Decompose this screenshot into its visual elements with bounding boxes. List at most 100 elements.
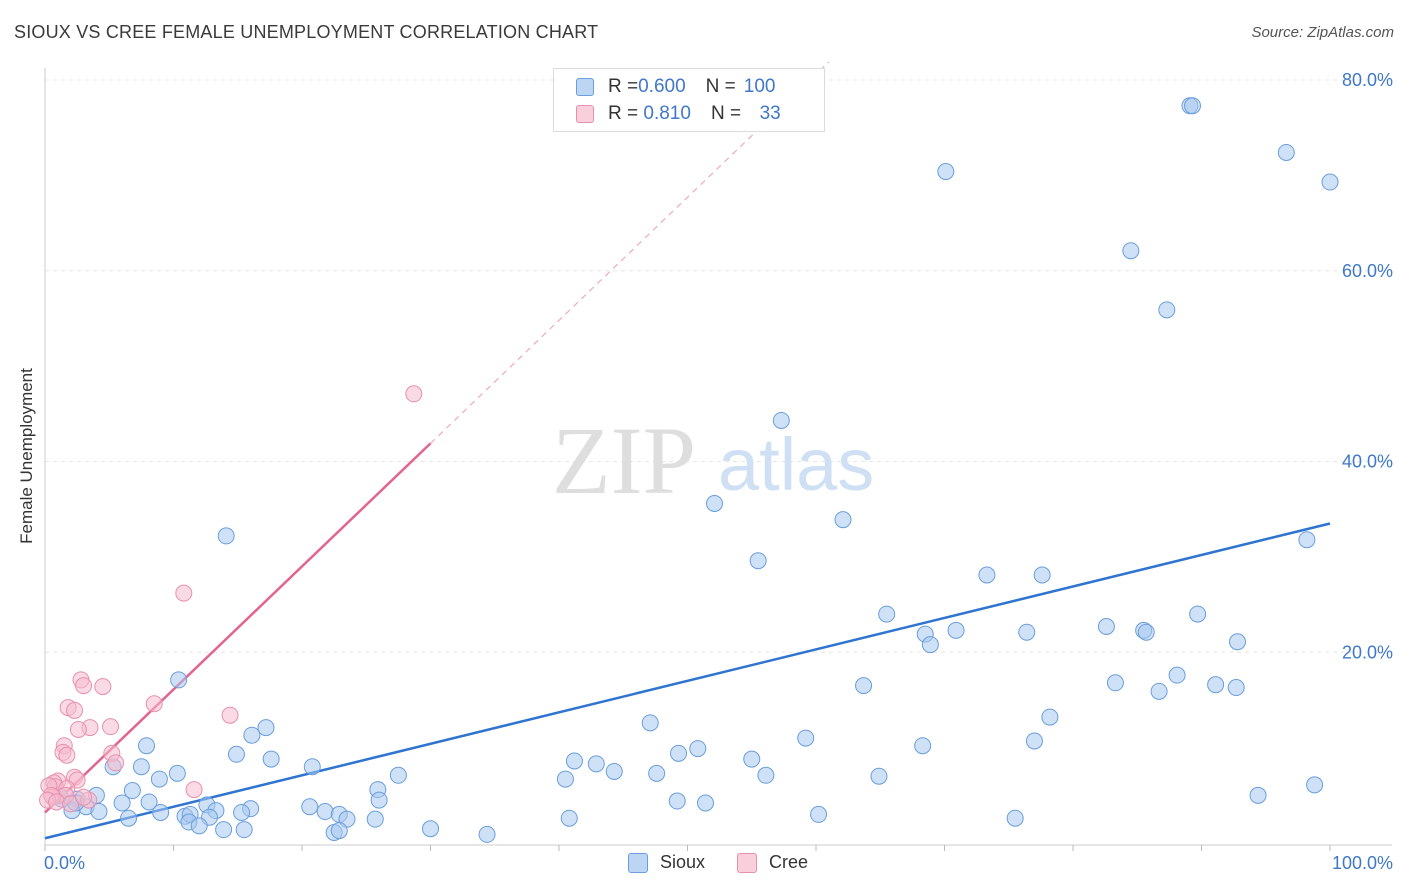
sioux-point: [227, 745, 245, 763]
cree-point: [145, 695, 163, 713]
x-tick-label-max: 100.0%: [1332, 853, 1393, 873]
tick-label-layer: 20.0% 40.0% 60.0% 80.0% 0.0% 100.0%: [44, 70, 1393, 873]
legend-item-cree[interactable]: Cree: [737, 852, 808, 873]
sioux-point: [810, 805, 828, 823]
sioux-point: [262, 750, 280, 768]
sioux-point: [1025, 732, 1043, 750]
sioux-point: [140, 793, 158, 811]
sioux-point: [132, 758, 150, 776]
cree-legend-swatch: [737, 852, 758, 873]
sioux-point: [1006, 809, 1024, 827]
sioux-point: [878, 605, 896, 623]
sioux-point: [1168, 666, 1186, 684]
sioux-point: [1137, 623, 1155, 641]
source-credit: Source: ZipAtlas.com: [1251, 24, 1394, 41]
sioux-point: [1298, 531, 1316, 549]
sioux-point: [215, 821, 233, 839]
chart-title: SIOUX VS CREE FEMALE UNEMPLOYMENT CORREL…: [14, 22, 599, 42]
sioux-point: [1306, 776, 1324, 794]
sioux-point: [168, 764, 186, 782]
sioux-point: [90, 803, 108, 821]
cree-point: [94, 678, 112, 696]
sioux-point: [743, 750, 761, 768]
sioux-point: [120, 809, 138, 827]
x-tick-label-min: 0.0%: [44, 853, 85, 873]
sioux-point: [152, 803, 170, 821]
sioux-r-label: R =: [608, 76, 639, 97]
sioux-point: [478, 825, 496, 843]
sioux-r-value: 0.600: [638, 76, 686, 97]
sioux-point: [370, 791, 388, 809]
cree-point: [405, 385, 423, 403]
sioux-point: [641, 714, 659, 732]
watermark-atlas: atlas: [718, 423, 874, 506]
legend-item-sioux[interactable]: Sioux: [628, 852, 705, 873]
cree-trend-extension: [430, 61, 830, 444]
cree-point: [221, 706, 239, 724]
cree-legend-label: Cree: [769, 852, 809, 872]
y-tick-label-40: 40.0%: [1342, 452, 1393, 472]
sioux-point: [1106, 674, 1124, 692]
sioux-point: [150, 770, 168, 788]
sioux-point: [1184, 97, 1202, 115]
cree-point: [75, 677, 93, 695]
sioux-point: [138, 737, 156, 755]
cree-n-value: 33: [749, 103, 781, 124]
sioux-point: [301, 798, 319, 816]
sioux-point: [757, 766, 775, 784]
sioux-point: [855, 677, 873, 695]
sioux-point: [565, 752, 583, 770]
grid-layer: [45, 79, 1392, 653]
sioux-legend-swatch: [628, 852, 648, 873]
sioux-point: [1207, 676, 1225, 694]
cree-point: [75, 788, 93, 806]
cree-point: [48, 793, 66, 811]
sioux-point: [243, 726, 261, 744]
sioux-point: [689, 740, 707, 758]
cree-r-label: R =: [608, 103, 639, 124]
sioux-point: [330, 822, 348, 840]
cree-point: [58, 746, 76, 764]
sioux-point: [422, 820, 439, 838]
sioux-point: [870, 767, 888, 785]
sioux-point: [670, 744, 688, 762]
sioux-n-label: N =: [705, 76, 736, 97]
legend-row-cree: R = 0.810 N = 33: [576, 101, 781, 127]
sioux-point: [605, 762, 623, 780]
sioux-point: [1097, 617, 1115, 635]
sioux-point: [1150, 682, 1168, 700]
y-tick-label-20: 20.0%: [1342, 642, 1393, 662]
sioux-point: [1321, 173, 1339, 191]
sioux-point: [772, 411, 790, 429]
y-tick-label-80: 80.0%: [1342, 70, 1393, 90]
sioux-point: [1189, 605, 1207, 623]
sioux-point: [316, 803, 334, 821]
cree-n-label: N =: [710, 103, 742, 124]
sioux-point: [1158, 301, 1176, 319]
sioux-legend-label: Sioux: [660, 852, 706, 872]
y-tick-label-60: 60.0%: [1342, 261, 1393, 281]
cree-point: [102, 718, 120, 736]
sioux-point: [947, 621, 965, 639]
cree-point: [107, 754, 125, 772]
sioux-point: [190, 817, 208, 835]
sioux-point: [797, 729, 815, 747]
cree-point: [66, 701, 84, 719]
sioux-point: [113, 794, 131, 812]
cree-point: [69, 721, 87, 739]
sioux-point: [257, 719, 275, 737]
points-layer: [39, 97, 1339, 843]
sioux-point: [648, 764, 666, 782]
sioux-point: [587, 755, 605, 773]
sioux-point: [1277, 143, 1295, 161]
sioux-point: [170, 671, 188, 689]
sioux-point: [123, 782, 141, 800]
sioux-point: [235, 821, 253, 839]
sioux-trend-line: [44, 522, 1331, 840]
sioux-point: [696, 794, 714, 812]
cree-point: [175, 584, 193, 602]
sioux-point: [1041, 708, 1059, 726]
sioux-n-value: 100: [743, 76, 776, 97]
sioux-point: [937, 163, 955, 181]
